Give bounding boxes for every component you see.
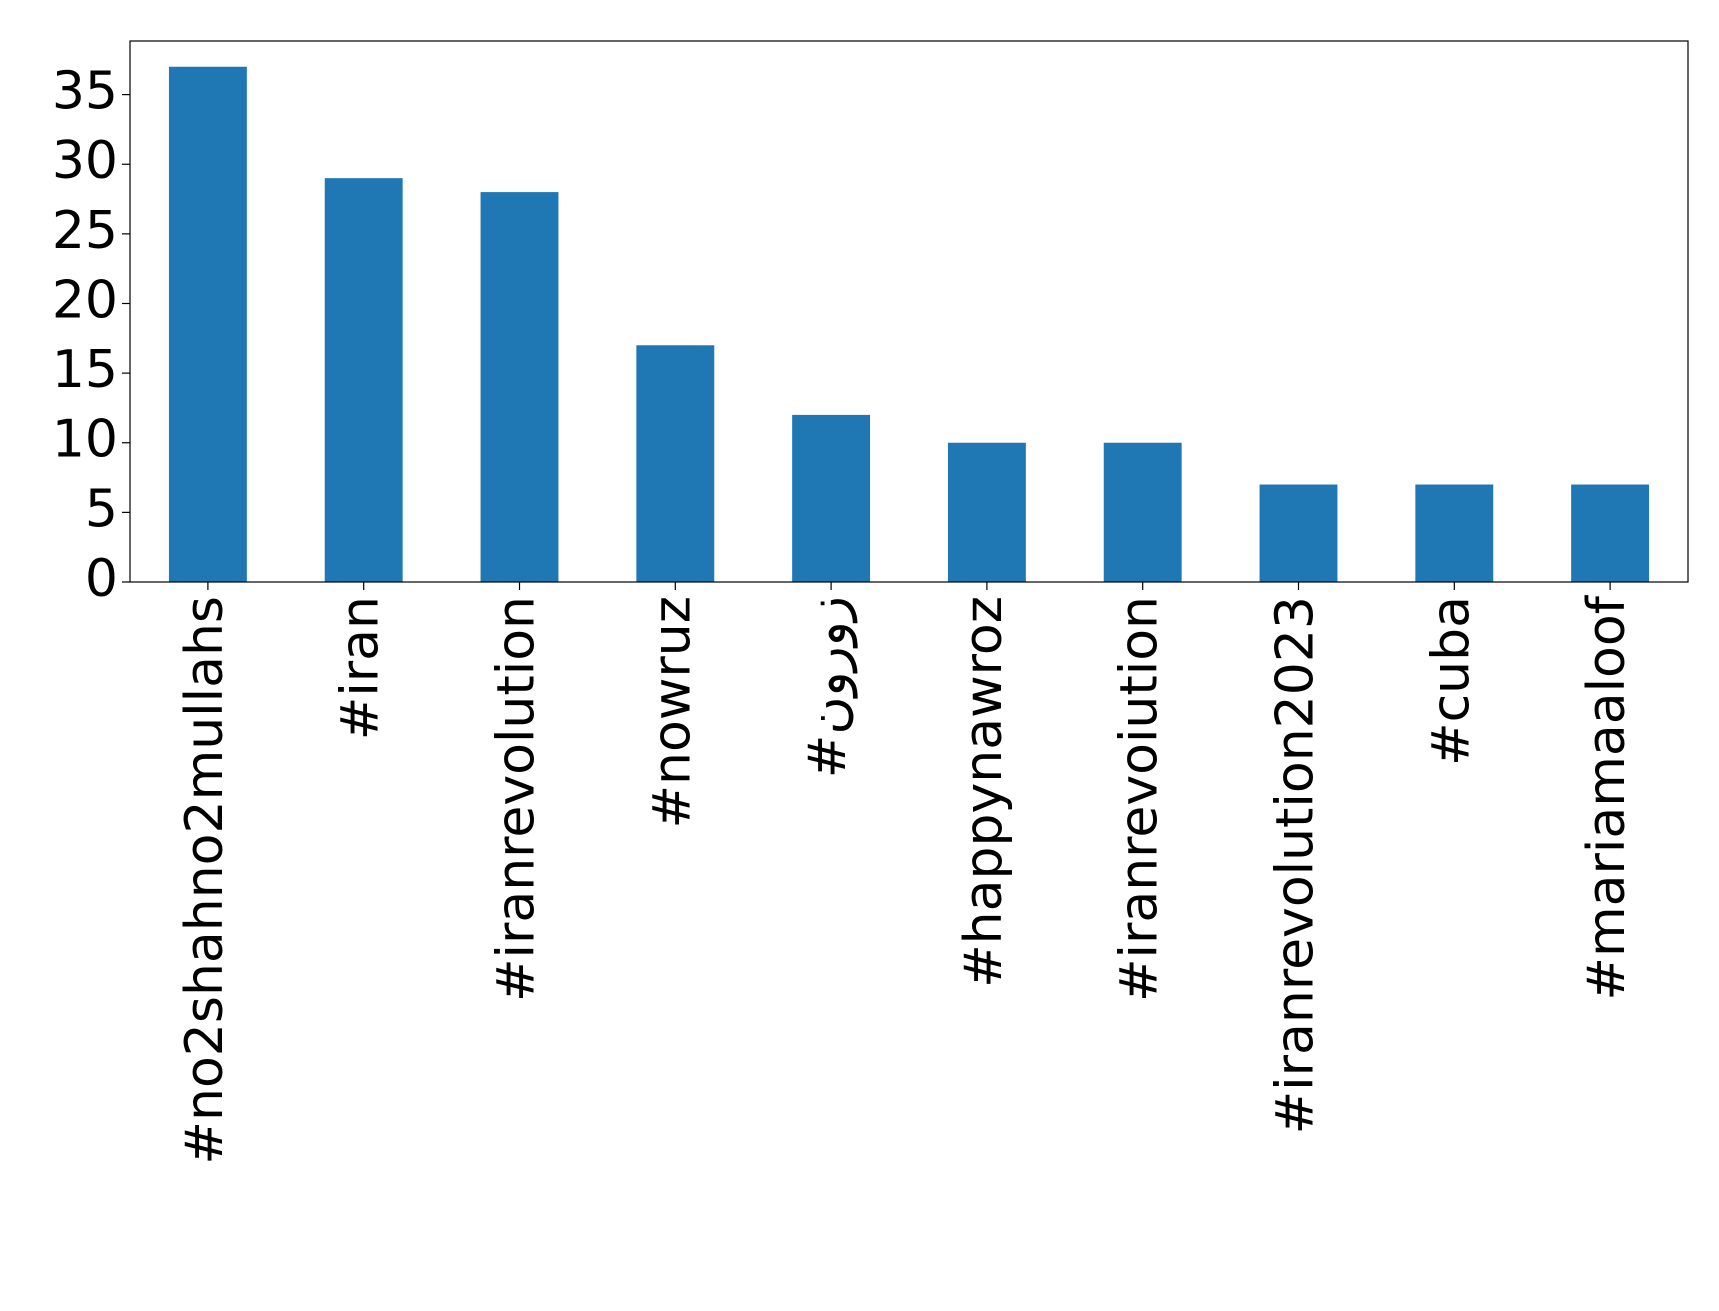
x-tick-label: #iranrevoiution — [1110, 596, 1170, 1002]
y-tick-label: 10 — [52, 410, 118, 470]
bar — [947, 442, 1026, 582]
x-tick-label: #cuba — [1421, 596, 1481, 766]
bar — [1571, 484, 1650, 582]
y-tick-label: 15 — [52, 340, 118, 400]
bar — [792, 414, 871, 582]
bar — [1259, 484, 1338, 582]
plot-frame — [129, 40, 1689, 583]
bar — [324, 178, 403, 582]
x-tick-label: #iran — [331, 596, 391, 740]
bar — [480, 192, 559, 582]
bar — [1415, 484, 1494, 582]
x-tick-label: #mariamaaloof — [1577, 594, 1637, 1000]
y-tick-label: 35 — [52, 62, 118, 122]
bar — [168, 66, 247, 582]
y-tick-label: 30 — [52, 131, 118, 191]
y-tick-label: 5 — [85, 479, 118, 539]
y-tick-label: 25 — [52, 201, 118, 261]
x-tick-label: #نوروز — [798, 596, 858, 778]
x-tick-label: #no2shahno2mullahs — [175, 596, 235, 1165]
x-tick-label: #nowruz — [642, 596, 702, 829]
bar — [1103, 442, 1182, 582]
bar — [636, 345, 715, 582]
x-tick-label: #happynawroz — [954, 596, 1014, 988]
y-tick-label: 0 — [85, 549, 118, 609]
x-tick-label: #iranrevolution — [487, 596, 547, 1002]
x-tick-label: #iranrevolution2023 — [1266, 596, 1326, 1134]
y-tick-label: 20 — [52, 270, 118, 330]
